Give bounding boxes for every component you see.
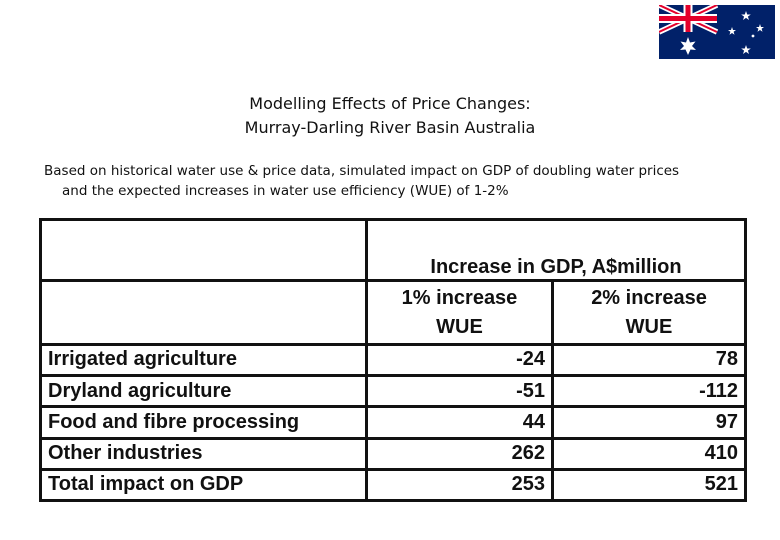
cell-2pct: 78 <box>550 342 748 378</box>
cell-2pct: 521 <box>550 467 748 503</box>
title-line-1: Modelling Effects of Price Changes: <box>249 94 531 113</box>
cell-2pct: 97 <box>550 405 748 440</box>
description-text: Based on historical water use & price da… <box>44 161 764 201</box>
description-line-2: and the expected increases in water use … <box>62 183 509 199</box>
page-title: Modelling Effects of Price Changes: Murr… <box>160 92 620 140</box>
cell-1pct: -51 <box>365 374 554 409</box>
cell-1pct: 262 <box>365 436 554 471</box>
column-header-2pct: 2% increase WUE <box>550 279 748 346</box>
table-corner-cell <box>39 217 368 283</box>
table-row-total: Total impact on GDP 253 521 <box>39 467 748 503</box>
column-header-2pct-line1: 2% increase <box>591 286 707 309</box>
row-label: Irrigated agriculture <box>39 342 368 378</box>
table-row: Dryland agriculture -51 -112 <box>39 374 748 409</box>
table-row: Food and fibre processing 44 97 <box>39 405 748 440</box>
cell-1pct: 44 <box>365 405 554 440</box>
row-label: Total impact on GDP <box>39 467 368 503</box>
row-label: Dryland agriculture <box>39 374 368 409</box>
column-header-1pct-line1: 1% increase <box>401 286 518 309</box>
table-corner-cell-lower <box>39 279 368 346</box>
cell-1pct: 253 <box>365 467 554 503</box>
row-label: Other industries <box>39 436 368 471</box>
cell-2pct: -112 <box>550 374 748 409</box>
table-row: Other industries 262 410 <box>39 436 748 471</box>
gdp-impact-table: Increase in GDP, A$million 1% increase W… <box>39 217 748 503</box>
column-header-1pct-line2: WUE <box>436 315 483 338</box>
group-header: Increase in GDP, A$million <box>364 217 748 283</box>
table-row: Irrigated agriculture -24 78 <box>39 342 748 378</box>
australia-flag-icon <box>659 5 775 59</box>
row-label: Food and fibre processing <box>39 405 368 440</box>
description-line-1: Based on historical water use & price da… <box>44 163 680 179</box>
column-header-1pct: 1% increase WUE <box>365 279 554 346</box>
cell-2pct: 410 <box>550 436 748 471</box>
cell-1pct: -24 <box>365 342 554 378</box>
title-line-2: Murray-Darling River Basin Australia <box>244 118 536 137</box>
column-header-2pct-line2: WUE <box>625 315 673 338</box>
